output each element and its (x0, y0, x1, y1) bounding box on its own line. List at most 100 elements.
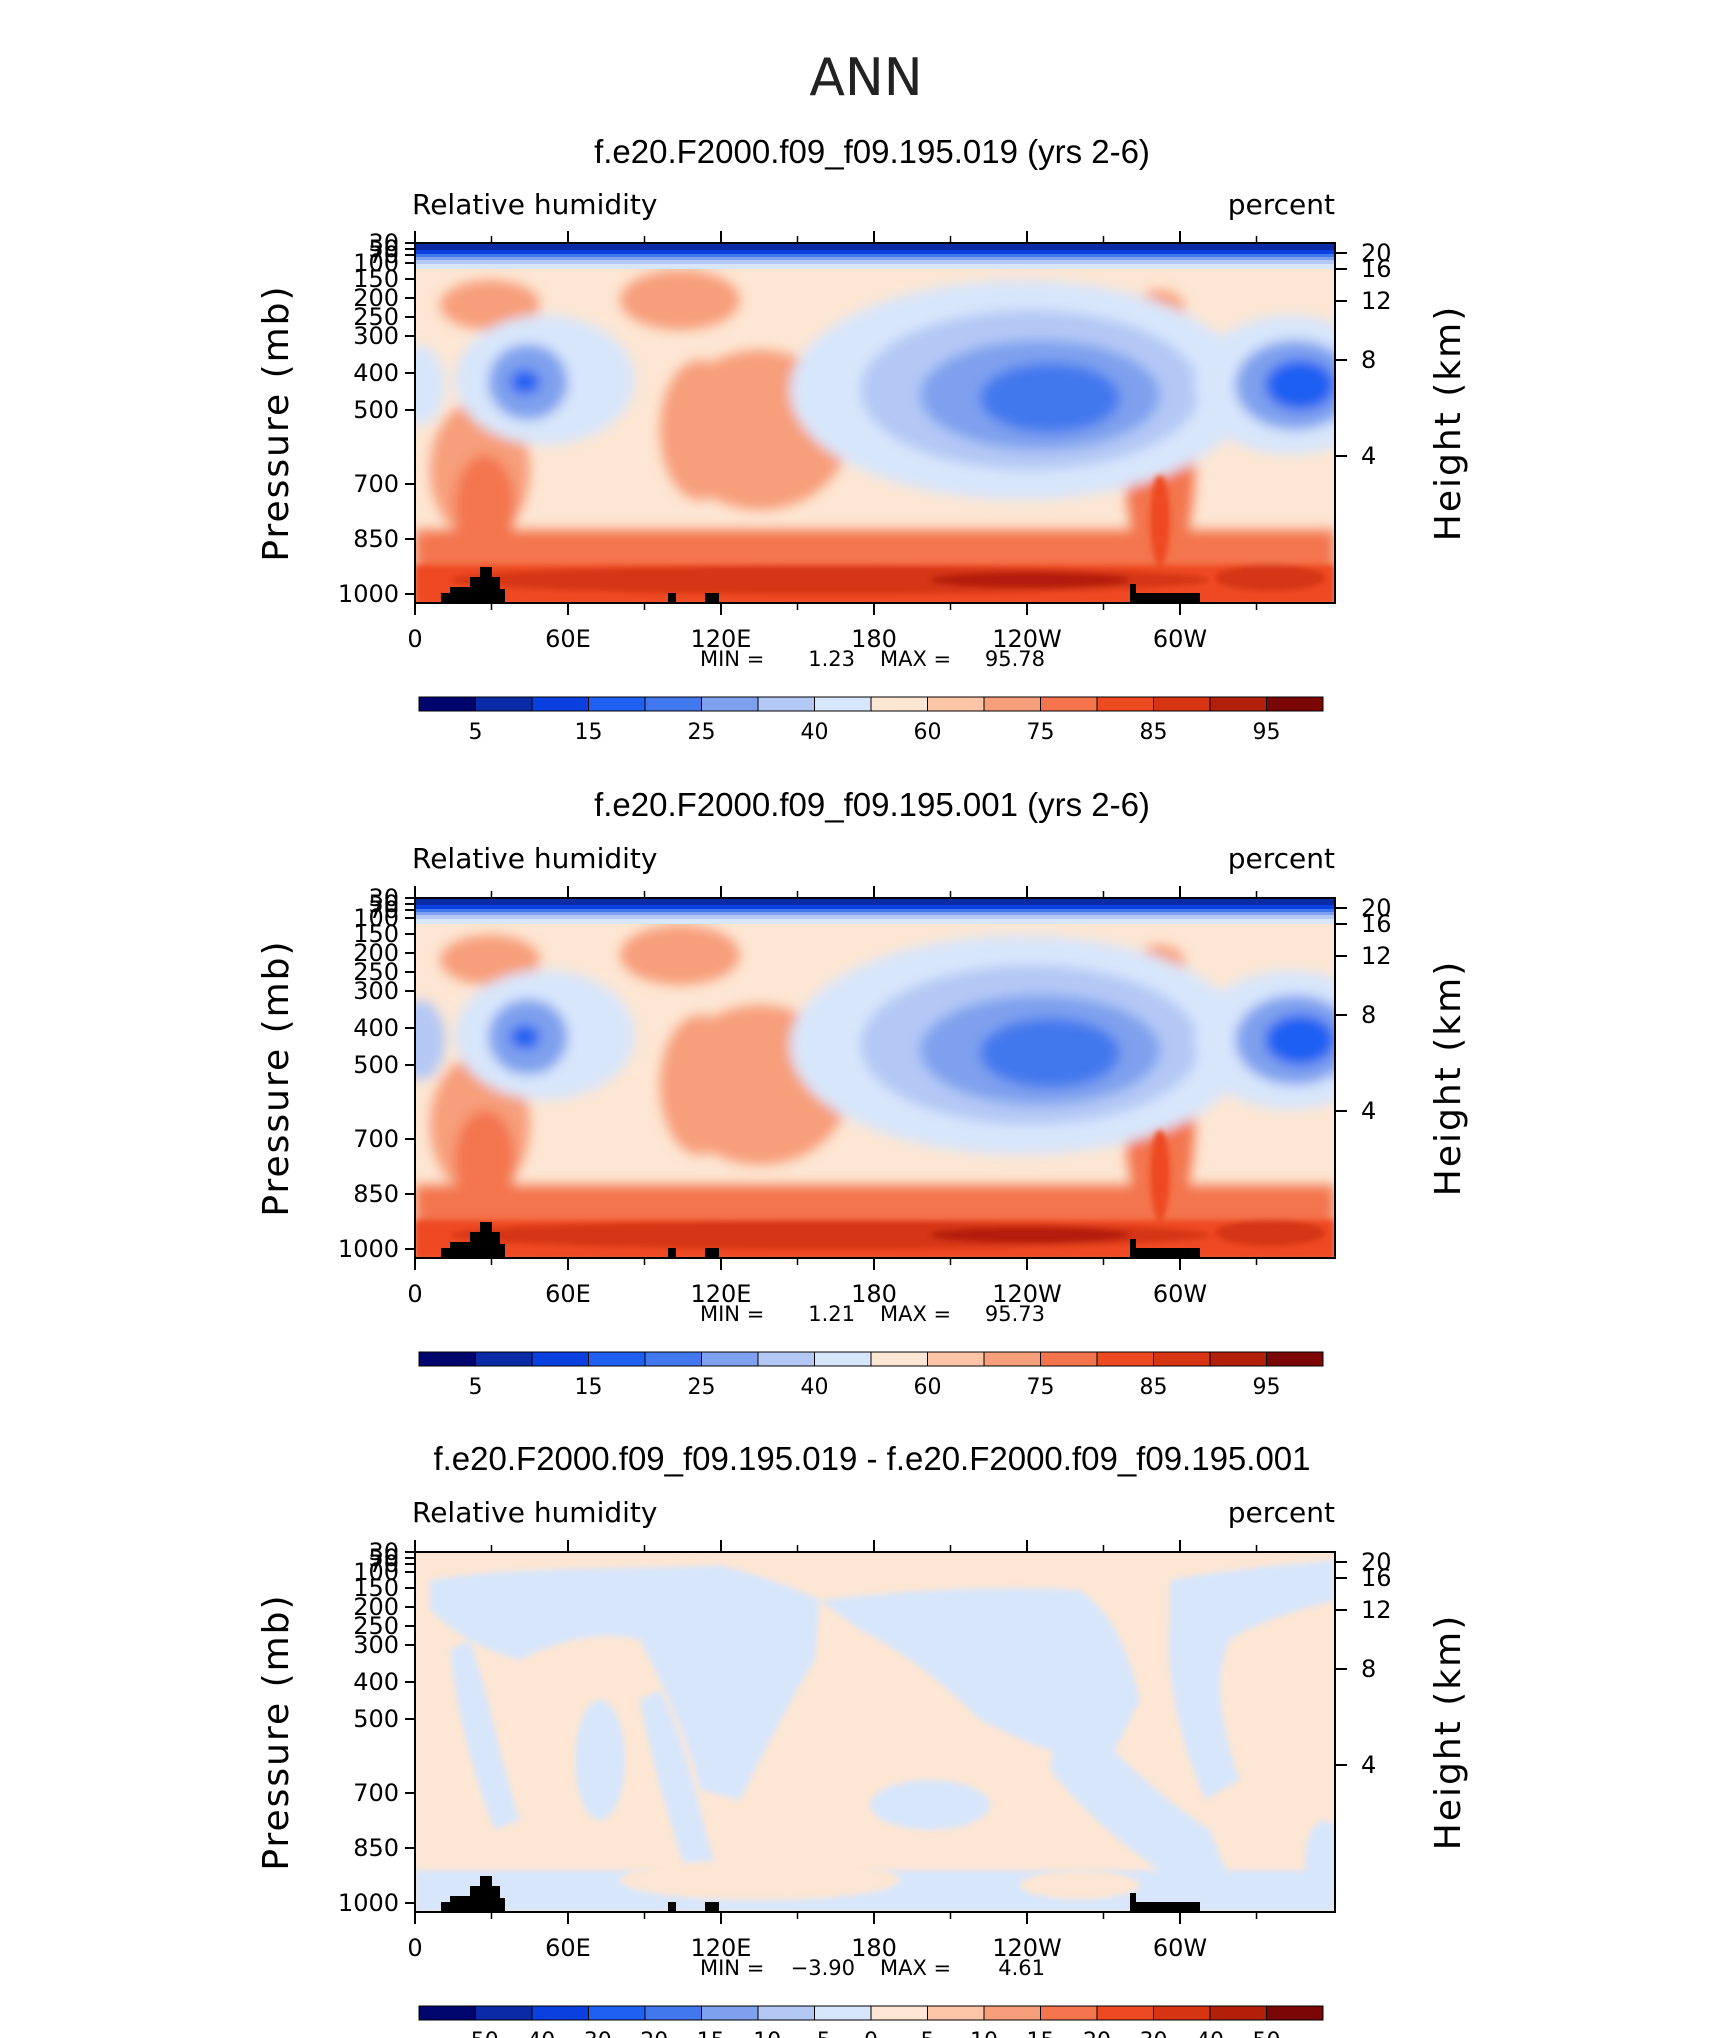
y2-axis-label: Height (km) (1428, 1614, 1469, 1850)
colorbar-box (475, 696, 533, 712)
y2-tick-label: 4 (1361, 442, 1376, 470)
y-tick-label: 70 (368, 241, 399, 269)
y-tick-label: 250 (353, 1612, 399, 1640)
units-label: percent (1228, 842, 1335, 875)
colorbar-box (1266, 2005, 1324, 2021)
colorbar-box (531, 696, 589, 712)
colorbar-box (1040, 1351, 1098, 1367)
colorbar-box (588, 696, 646, 712)
y2-tick-label: 12 (1361, 942, 1392, 970)
colorbar-label: 5 (469, 1375, 483, 1400)
colorbar-label: 40 (801, 720, 829, 745)
y-tick-label: 50 (368, 235, 399, 263)
colorbar-box (1153, 696, 1211, 712)
y-tick-label: 50 (368, 890, 399, 918)
y-axis-label: Pressure (mb) (256, 939, 297, 1216)
y-tick-label: 30 (368, 229, 399, 257)
colorbar-1: 5 15 25 40 60 75 85 95 (418, 696, 1324, 745)
y-tick-label: 850 (353, 1180, 399, 1208)
colorbar-box (1096, 2005, 1154, 2021)
colorbar-label: 20 (1083, 2029, 1111, 2038)
colorbar-label: 40 (1196, 2029, 1224, 2038)
y2-tick-label: 4 (1361, 1097, 1376, 1125)
colorbar-box (644, 696, 702, 712)
panel-3: f.e20.F2000.f09_f09.195.019 - f.e20.F200… (256, 1440, 1469, 1913)
colorbar-label: 25 (688, 1375, 716, 1400)
y2-tick-label: 20 (1361, 239, 1392, 267)
y-tick-label: 70 (368, 896, 399, 924)
colorbar-box (1096, 696, 1154, 712)
y-tick-label: 850 (353, 1834, 399, 1862)
colorbar-label: 60 (914, 1375, 942, 1400)
colorbar-label: −40 (509, 2029, 555, 2038)
colorbar-box (644, 1351, 702, 1367)
colorbar-label: 40 (801, 1375, 829, 1400)
colorbar-3: −50−40−30−20−15−10−505101520304050 (418, 2005, 1324, 2038)
colorbar-box (927, 1351, 985, 1367)
y-tick-label: 1000 (338, 1235, 399, 1263)
colorbar-box (701, 2005, 759, 2021)
min-value: 1.23 (808, 647, 855, 671)
colorbar-box (1153, 2005, 1211, 2021)
x-tick-label: 180 (851, 625, 897, 653)
x-tick-label: 0 (407, 1280, 422, 1308)
y2-tick-label: 12 (1361, 1596, 1392, 1624)
y-tick-label: 30 (368, 1538, 399, 1566)
max-value: 95.78 (985, 647, 1045, 671)
colorbar-label: 95 (1253, 720, 1281, 745)
colorbar-label: −5 (798, 2029, 830, 2038)
colorbar-label: 95 (1253, 1375, 1281, 1400)
x-tick-label: 0 (407, 625, 422, 653)
colorbar-label: −50 (452, 2029, 498, 2038)
colorbar-label: 50 (1253, 2029, 1281, 2038)
y-tick-label: 500 (353, 396, 399, 424)
y2-tick-label: 16 (1361, 1564, 1392, 1592)
y-tick-label: 250 (353, 958, 399, 986)
min-label: MIN = (700, 1302, 764, 1326)
y2-tick-label: 12 (1361, 287, 1392, 315)
y-tick-label: 400 (353, 359, 399, 387)
colorbar-box (1153, 1351, 1211, 1367)
colorbar-box (814, 696, 872, 712)
y-tick-label: 850 (353, 525, 399, 553)
max-value: 4.61 (998, 1956, 1045, 1980)
field-label: Relative humidity (412, 188, 657, 221)
y-tick-label: 300 (353, 977, 399, 1005)
contour-field (415, 898, 1335, 1258)
y-tick-label: 50 (368, 1544, 399, 1572)
colorbar-label: −15 (678, 2029, 724, 2038)
units-label: percent (1228, 188, 1335, 221)
x-tick-label: 60E (545, 625, 591, 653)
field-label: Relative humidity (412, 842, 657, 875)
colorbar-box (1096, 1351, 1154, 1367)
contour-field (415, 243, 1335, 603)
colorbar-box (531, 2005, 589, 2021)
x-tick-label: 60E (545, 1934, 591, 1962)
y-axis-label: Pressure (mb) (256, 1593, 297, 1870)
x-tick-label: 120W (992, 625, 1062, 653)
colorbar-box (418, 1351, 476, 1367)
colorbar-label: 85 (1140, 1375, 1168, 1400)
colorbar-box (475, 1351, 533, 1367)
y2-tick-label: 8 (1361, 346, 1376, 374)
y-tick-label: 500 (353, 1051, 399, 1079)
colorbar-box (701, 696, 759, 712)
colorbar-label: 25 (688, 720, 716, 745)
y-tick-label: 70 (368, 1550, 399, 1578)
y2-tick-label: 16 (1361, 910, 1392, 938)
y2-axis-label: Height (km) (1428, 305, 1469, 541)
colorbar-box (757, 696, 815, 712)
colorbar-label: 10 (970, 2029, 998, 2038)
colorbar-box (418, 2005, 476, 2021)
max-label: MAX = (880, 1302, 951, 1326)
colorbar-box (757, 2005, 815, 2021)
colorbar-box (983, 2005, 1041, 2021)
y-tick-label: 250 (353, 303, 399, 331)
colorbar-2: 5 15 25 40 60 75 85 95 (418, 1351, 1324, 1400)
colorbar-box (927, 2005, 985, 2021)
y-tick-label: 100 (353, 904, 399, 932)
colorbar-label: −10 (735, 2029, 781, 2038)
x-tick-label: 120E (691, 625, 752, 653)
